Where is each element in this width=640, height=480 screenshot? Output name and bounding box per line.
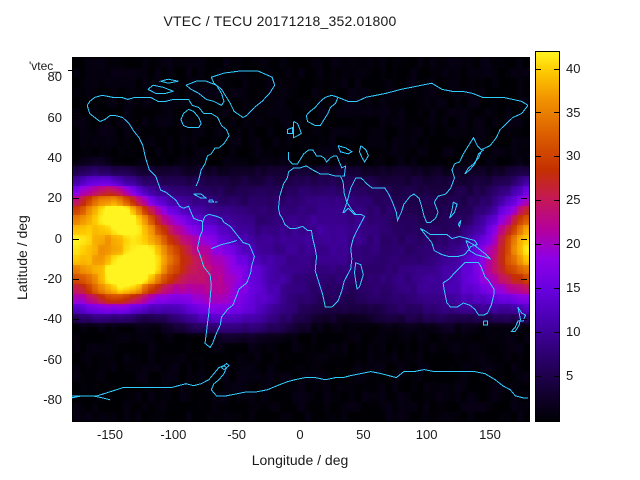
y-tick-mark (521, 198, 527, 199)
colorbar-tick-mark (554, 200, 559, 201)
y-tick-mark (521, 77, 527, 78)
x-axis-label: Longitude / deg (251, 452, 349, 468)
y-tick-mark (521, 319, 527, 320)
vtec-heatmap-canvas (73, 58, 529, 421)
y-tick-mark (521, 279, 527, 280)
x-tick-mark (110, 414, 111, 420)
stray-series-label: 'vtec_ (29, 59, 60, 73)
y-tick-mark (521, 118, 527, 119)
x-tick-mark (110, 58, 111, 64)
y-tick-mark (73, 400, 79, 401)
y-tick-label: -80 (43, 391, 62, 407)
x-tick-mark (427, 58, 428, 64)
colorbar-tick-label: 5 (566, 368, 574, 384)
vtec-map-plot (72, 57, 530, 422)
colorbar-tick-label: 15 (566, 280, 581, 296)
y-tick-label: 80 (47, 69, 62, 85)
y-tick-label: 20 (47, 190, 62, 206)
y-tick-mark (521, 158, 527, 159)
x-tick-label: 0 (296, 427, 304, 442)
x-tick-mark (300, 414, 301, 420)
y-tick-mark (73, 239, 79, 240)
y-tick-label: 60 (47, 109, 62, 125)
colorbar-gradient (536, 52, 559, 421)
x-tick-label: 50 (356, 427, 371, 442)
y-tick-mark (73, 319, 79, 320)
y-tick-label: -60 (43, 351, 62, 367)
colorbar-tick-label: 30 (566, 148, 581, 164)
y-tick-mark (73, 77, 79, 78)
page-title: VTEC / TECU 20171218_352.01800 (163, 13, 397, 29)
x-tick-mark (363, 414, 364, 420)
colorbar (535, 51, 560, 422)
y-tick-mark (521, 239, 527, 240)
colorbar-tick-mark (536, 332, 541, 333)
x-tick-label: 150 (479, 427, 501, 442)
x-tick-mark (427, 414, 428, 420)
colorbar-tick-mark (554, 288, 559, 289)
colorbar-tick-label: 35 (566, 104, 581, 120)
y-tick-mark (73, 158, 79, 159)
y-tick-mark (521, 360, 527, 361)
x-tick-label: -100 (160, 427, 187, 442)
x-tick-label: -150 (96, 427, 124, 442)
colorbar-tick-mark (536, 112, 541, 113)
colorbar-tick-mark (536, 288, 541, 289)
colorbar-tick-mark (536, 376, 541, 377)
y-axis-label: Latitude / deg (14, 215, 30, 300)
y-tick-mark (73, 279, 79, 280)
colorbar-tick-mark (536, 200, 541, 201)
y-tick-label: 40 (47, 149, 62, 165)
colorbar-tick-mark (554, 376, 559, 377)
colorbar-tick-label: 25 (566, 192, 581, 208)
x-tick-label: -50 (227, 427, 247, 442)
x-tick-mark (490, 414, 491, 420)
colorbar-tick-label: 40 (566, 60, 581, 76)
colorbar-tick-mark (554, 112, 559, 113)
y-tick-mark (73, 118, 79, 119)
x-tick-mark (237, 414, 238, 420)
y-tick-label: -20 (43, 270, 62, 286)
x-tick-mark (173, 58, 174, 64)
x-tick-mark (363, 58, 364, 64)
x-tick-mark (490, 58, 491, 64)
colorbar-tick-mark (536, 244, 541, 245)
y-tick-mark (521, 400, 527, 401)
colorbar-tick-mark (554, 69, 559, 70)
y-tick-mark (73, 198, 79, 199)
colorbar-tick-mark (536, 156, 541, 157)
x-tick-mark (173, 414, 174, 420)
y-tick-label: 0 (54, 230, 62, 246)
colorbar-tick-mark (554, 156, 559, 157)
colorbar-tick-label: 20 (566, 236, 581, 252)
colorbar-tick-mark (554, 244, 559, 245)
colorbar-tick-label: 10 (566, 324, 581, 340)
x-tick-label: 100 (415, 427, 438, 442)
colorbar-tick-mark (536, 69, 541, 70)
y-tick-label: -40 (43, 311, 62, 327)
x-tick-mark (237, 58, 238, 64)
y-tick-mark (73, 360, 79, 361)
x-tick-mark (300, 58, 301, 64)
colorbar-tick-mark (554, 332, 559, 333)
